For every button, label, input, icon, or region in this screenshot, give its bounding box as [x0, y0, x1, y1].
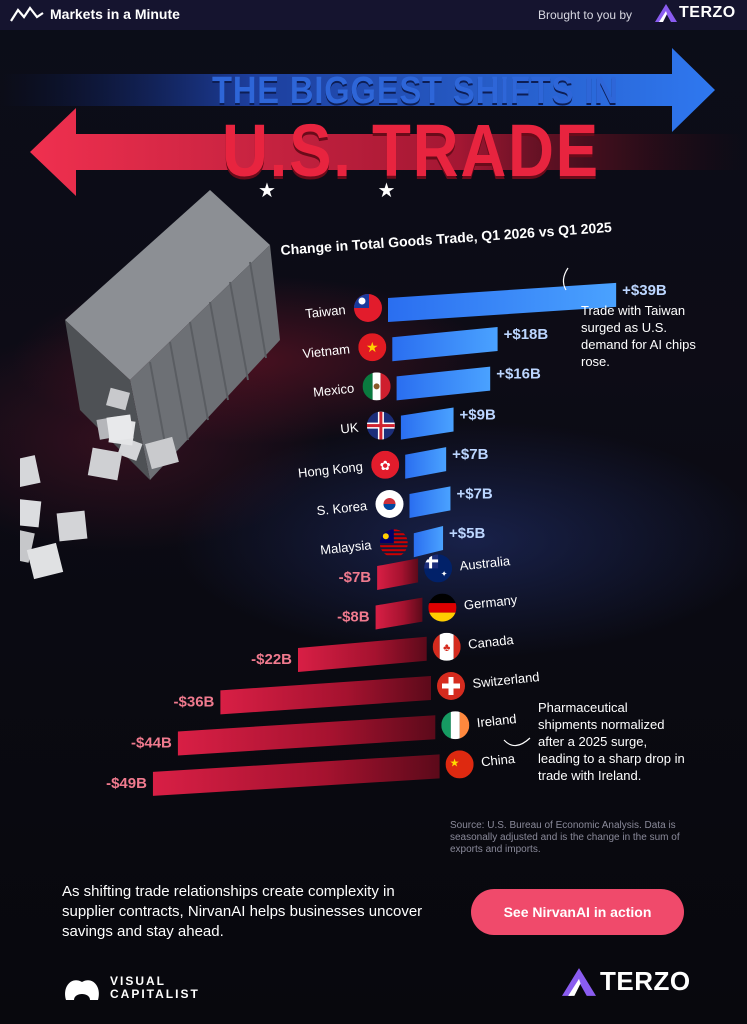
bar-switzerland [220, 676, 431, 715]
title-line-2: U.S. TRADE [222, 109, 600, 192]
flag-vietnam-icon: ★ [358, 333, 387, 362]
flag-germany-icon [428, 593, 457, 622]
value-label-china: -$49B [106, 775, 147, 792]
bar-row-germany: -$8B Germany [337, 592, 518, 630]
terzo-logo-bottom[interactable]: TERZO [562, 966, 691, 997]
bar-row-vietnam: +$18B Vietnam ★ [302, 326, 549, 362]
red-arrow [30, 108, 747, 196]
bar-row-switzerland: -$36B Switzerland [174, 669, 540, 715]
visual-capitalist-mark-icon [65, 980, 99, 1000]
bars-layer: +$39B Taiwan +$18B Vietnam ★ +$16B Mexico +$9B U… [106, 282, 667, 796]
value-label-s-korea: +$7B [456, 485, 492, 502]
bar-hong-kong [405, 447, 447, 479]
bar-ireland [177, 715, 436, 756]
category-label-vietnam: Vietnam [302, 341, 351, 361]
value-label-malaysia: +$5B [449, 525, 485, 542]
category-label-germany: Germany [463, 592, 518, 613]
title-stars: ★ ★ [258, 180, 444, 202]
value-label-germany: -$8B [337, 608, 370, 625]
value-label-hong-kong: +$7B [452, 446, 488, 463]
source-note: Source: U.S. Bureau of Economic Analysis… [450, 820, 680, 855]
terzo-logo-top[interactable]: TERZO [655, 4, 736, 22]
top-bar: Markets in a Minute Brought to you by TE… [0, 0, 747, 30]
bar-row-canada: -$22B Canada ♣ [251, 632, 515, 672]
cta-button[interactable]: See NirvanAI in action [471, 889, 684, 935]
note-connectors [503, 267, 569, 747]
flag-switzerland-icon [437, 672, 465, 700]
bar-canada [298, 636, 427, 672]
value-label-canada: -$22B [251, 651, 292, 668]
flag-s-korea-icon [375, 490, 404, 518]
title-line-1: THE BIGGEST SHIFTS IN [212, 70, 619, 112]
flag-hong-kong-icon: ✿ [371, 450, 400, 479]
bar-uk [400, 407, 454, 440]
blue-arrow [0, 48, 715, 132]
value-label-mexico: +$16B [496, 366, 541, 383]
svg-text:✿: ✿ [380, 458, 391, 473]
category-label-mexico: Mexico [312, 380, 355, 399]
bar-taiwan [388, 282, 617, 322]
bar-chart: +$39B Taiwan +$18B Vietnam ★ +$16B Mexico +$9B U… [106, 282, 667, 796]
category-label-taiwan: Taiwan [304, 302, 346, 321]
brand[interactable]: Markets in a Minute [10, 5, 180, 23]
category-label-s-korea: S. Korea [316, 498, 369, 518]
category-label-switzerland: Switzerland [472, 669, 540, 691]
footer-text: As shifting trade relationships create c… [62, 883, 423, 940]
bar-row-ireland: -$44B Ireland [131, 711, 517, 756]
svg-text:✦: ✦ [441, 569, 448, 578]
brand-name: Markets in a Minute [50, 6, 180, 22]
svg-text:★: ★ [450, 757, 460, 769]
category-label-malaysia: Malaysia [320, 537, 373, 557]
value-label-ireland: -$44B [131, 734, 172, 751]
bar-row-taiwan: +$39B Taiwan [304, 282, 667, 322]
bar-row-china: -$49B China ★ [106, 750, 516, 796]
flag-mexico-icon [362, 372, 391, 401]
taiwan-note: Trade with Taiwan surged as U.S. demand … [581, 303, 696, 369]
value-label-vietnam: +$18B [504, 326, 549, 343]
bar-germany [375, 597, 423, 630]
bar-row-australia: -$7B Australia ✦ [339, 553, 512, 591]
category-label-uk: UK [340, 420, 360, 437]
svg-text:♣: ♣ [443, 642, 450, 654]
flag-china-icon: ★ [445, 750, 474, 779]
flag-uk-icon [366, 411, 395, 440]
terzo-mark-icon [655, 4, 677, 22]
category-label-hong-kong: Hong Kong [297, 459, 363, 481]
sponsor-text: Brought to you by [538, 8, 633, 22]
ireland-note: Pharmaceutical shipments normalized afte… [538, 700, 685, 783]
flag-ireland-icon [441, 711, 470, 740]
bar-row-hong-kong: +$7B Hong Kong ✿ [297, 446, 488, 480]
bar-row-s-korea: +$7B S. Korea [316, 485, 493, 518]
category-label-china: China [480, 751, 516, 770]
flag-australia-icon: ✦ [424, 554, 453, 583]
category-label-australia: Australia [459, 553, 512, 573]
value-label-australia: -$7B [339, 569, 372, 586]
visual-capitalist-logo[interactable]: VISUAL CAPITALIST [62, 972, 210, 1004]
bar-malaysia [413, 526, 444, 558]
terzo-wordmark: TERZO [679, 4, 736, 21]
terzo-wordmark: TERZO [600, 966, 691, 996]
bar-australia [377, 558, 419, 591]
svg-text:★: ★ [366, 339, 379, 355]
shipping-container-illustration [20, 190, 280, 580]
bar-vietnam [392, 326, 498, 362]
visual-capitalist-wordmark: VISUAL CAPITALIST [110, 974, 200, 1001]
bar-row-mexico: +$16B Mexico [312, 366, 541, 401]
bar-row-uk: +$9B UK [340, 406, 496, 440]
bar-china [152, 754, 440, 796]
category-label-canada: Canada [467, 632, 515, 652]
value-label-uk: +$9B [460, 406, 496, 423]
value-label-switzerland: -$36B [174, 693, 215, 710]
category-label-ireland: Ireland [476, 711, 517, 730]
value-label-taiwan: +$39B [622, 282, 667, 299]
flag-canada-icon: ♣ [432, 632, 461, 661]
bar-mexico [396, 366, 491, 401]
bar-s-korea [409, 486, 451, 518]
bar-row-malaysia: +$5B Malaysia [320, 525, 486, 558]
title-arrows [0, 48, 747, 196]
terzo-mark-icon [562, 967, 596, 996]
chart-logo-icon [10, 6, 44, 22]
